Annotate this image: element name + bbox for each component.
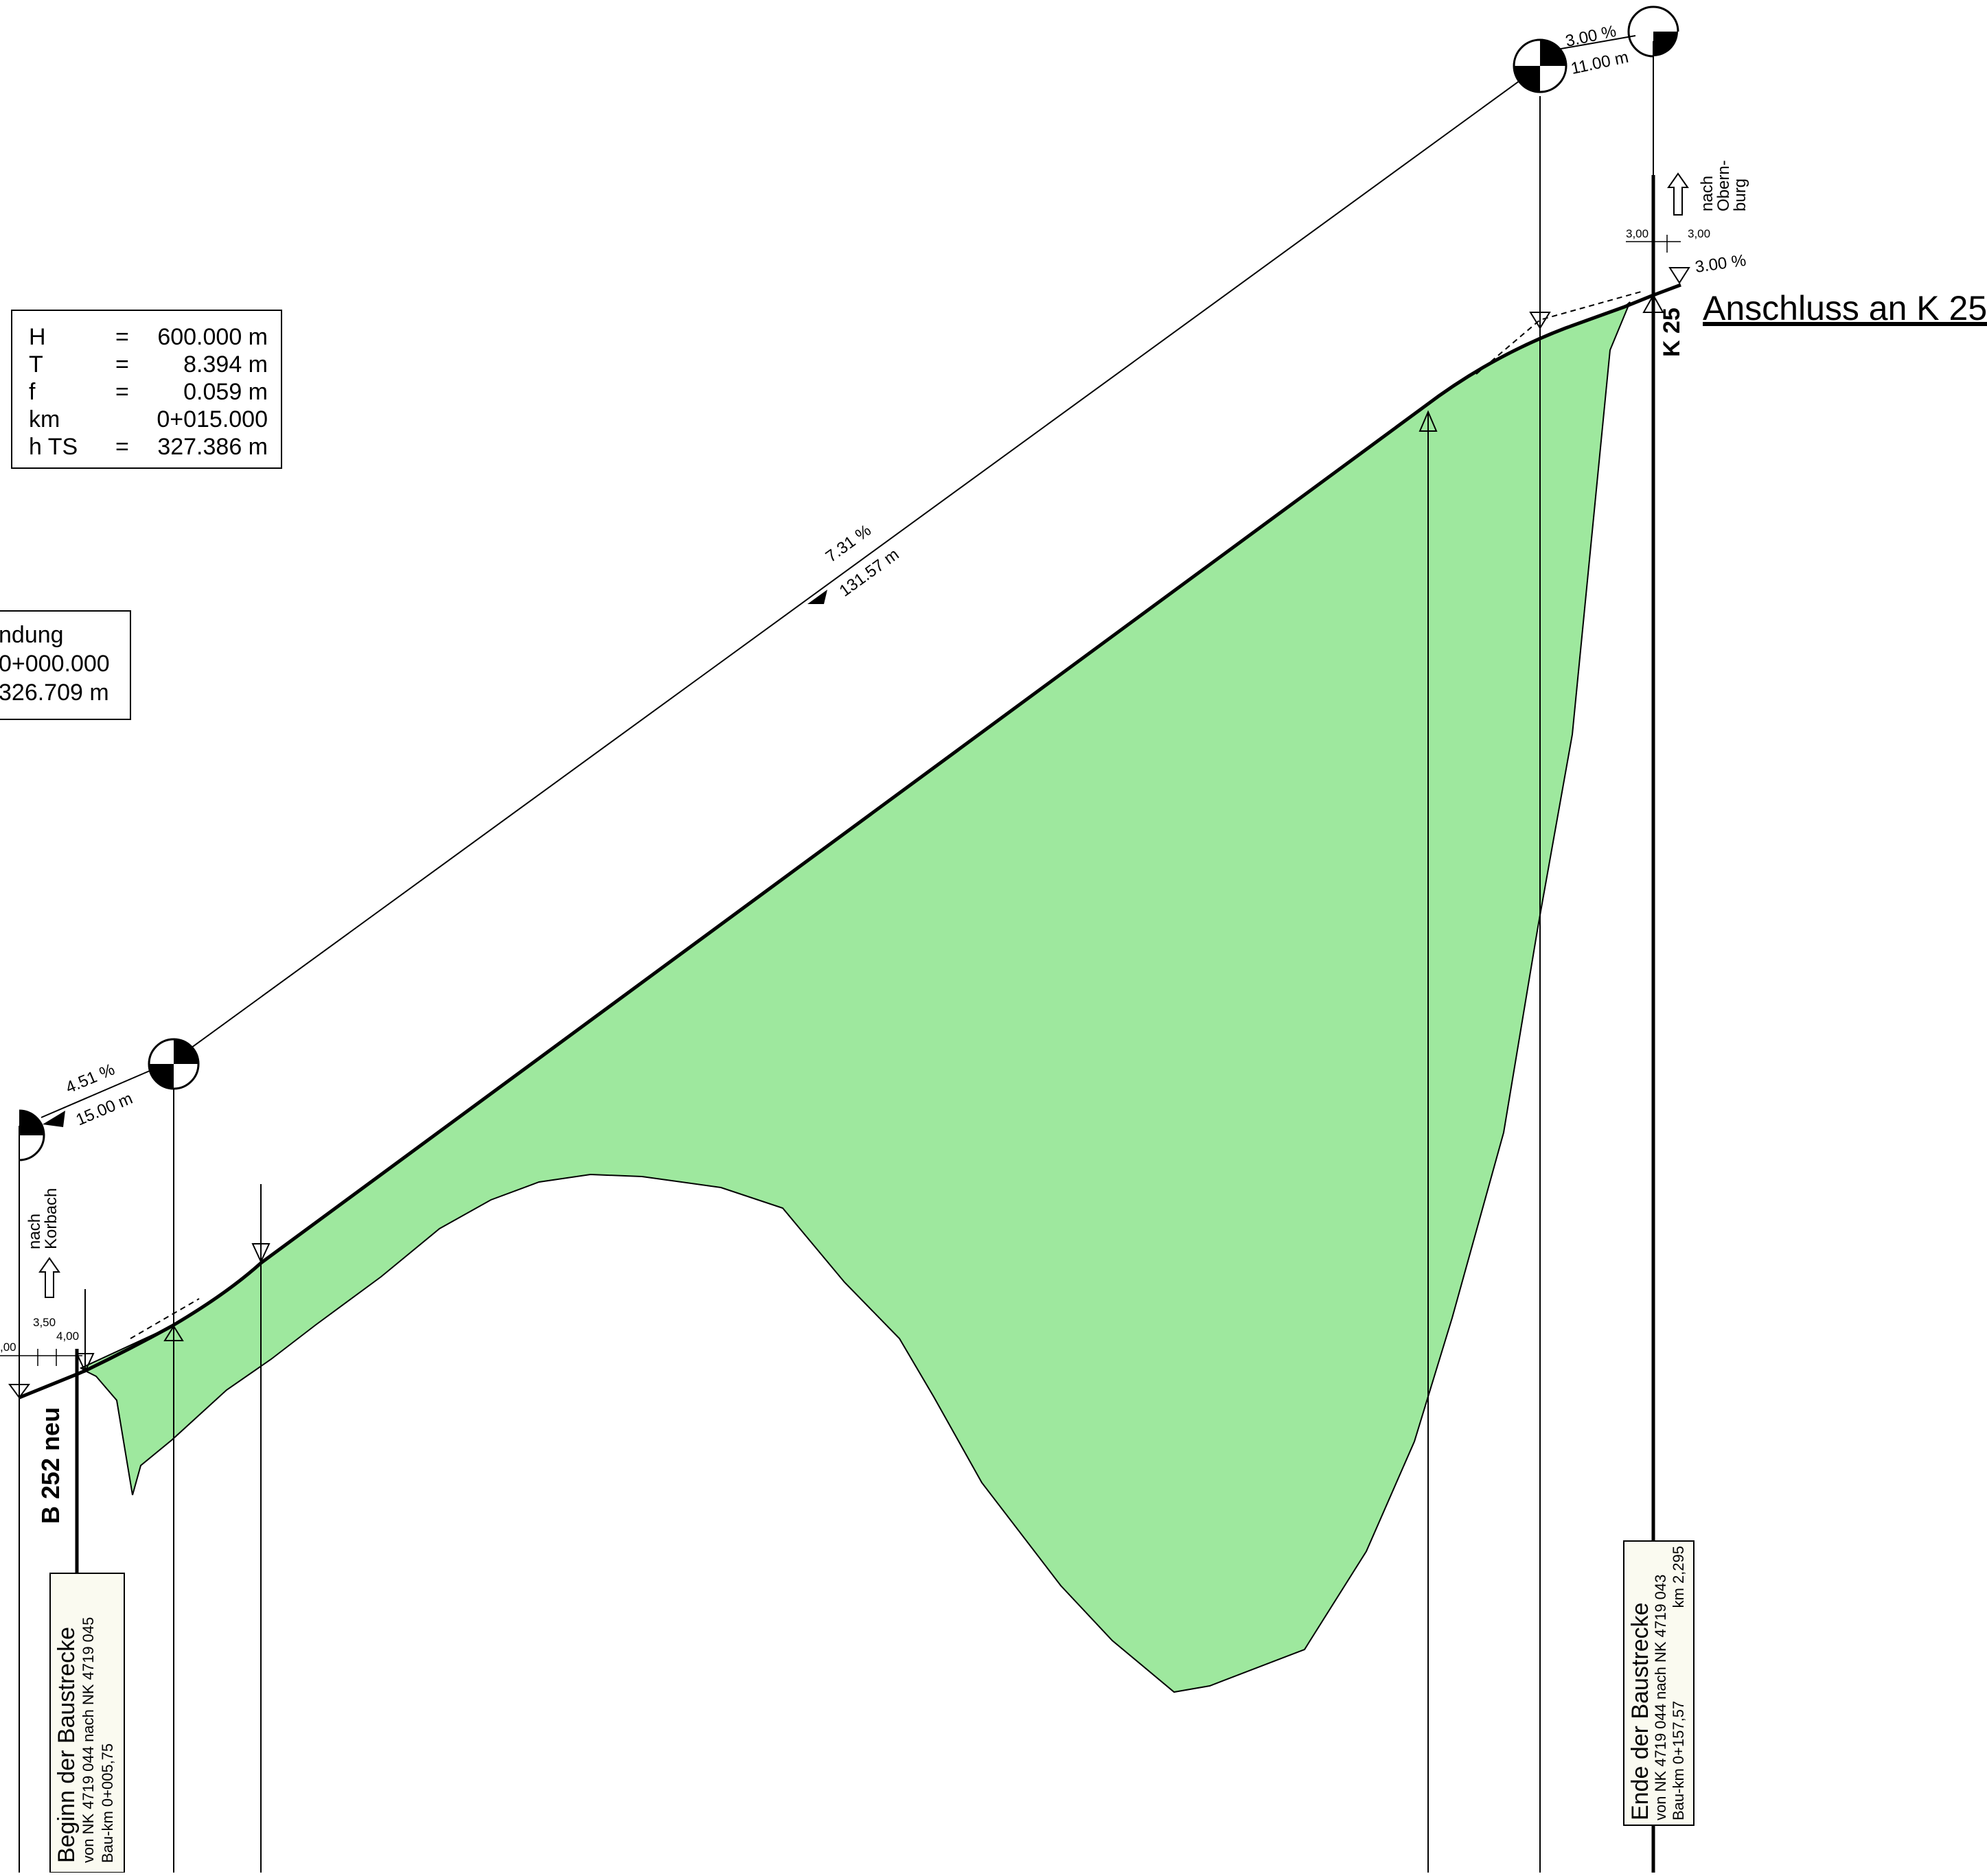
korbach-text-1: nach: [25, 1214, 44, 1249]
tangent-dashed: [130, 1298, 200, 1339]
width-left-a: ,00: [0, 1341, 16, 1354]
road-label-b252: B 252 neu: [36, 1407, 65, 1524]
start-box-title: Beginn der Baustrecke: [54, 1627, 80, 1863]
connection-label: Anschluss an K 25: [1703, 289, 1987, 327]
point-marker: [76, 1353, 95, 1374]
f-value: 0.059 m: [183, 379, 268, 405]
end-box: Ende der Baustrecke von NK 4719 044 nach…: [1623, 1540, 1695, 1826]
direction-arrow-obernburg: nach Obern- burg: [1667, 160, 1749, 216]
point-marker: [8, 1384, 30, 1399]
end-box-line-2: Bau-km 0+157,57: [1670, 1701, 1687, 1820]
tangent-right: [1557, 35, 1636, 50]
t-label: T: [29, 351, 43, 378]
width-dims-left: ,00 3,50 4,00: [0, 1316, 82, 1366]
hts-value: 327.386 m: [157, 434, 268, 460]
slope-left-length: 15.00 m: [73, 1089, 135, 1130]
slope-end-pct: 3.00 %: [1694, 251, 1747, 277]
vertex-symbol-left: [148, 1038, 200, 1090]
tangent-left: [41, 1070, 150, 1118]
t-value: 8.394 m: [183, 351, 268, 378]
road-label-k25: K 25: [1659, 308, 1685, 357]
point-marker: [251, 1243, 271, 1264]
width-left-c: 4,00: [56, 1330, 79, 1343]
end-symbol-left: [19, 1109, 45, 1161]
start-box-line-1: von NK 4719 044 nach NK 4719 045: [80, 1617, 97, 1863]
slope-arrow-main: [807, 590, 827, 604]
start-box: Beginn der Baustrecke von NK 4719 044 na…: [49, 1573, 125, 1873]
start-box-line-2: Bau-km 0+005,75: [99, 1744, 116, 1863]
direction-arrow-korbach: nach Korbach: [25, 1188, 60, 1298]
f-eq: =: [115, 379, 129, 405]
obernburg-text-2: Obern-: [1714, 160, 1733, 211]
end-box-line-1: von NK 4719 044 nach NK 4719 043: [1652, 1575, 1669, 1820]
t-eq: =: [115, 351, 129, 378]
f-label: f: [29, 379, 36, 405]
korbach-text-2: Korbach: [42, 1188, 60, 1249]
point-marker: [163, 1325, 184, 1341]
end-box-line-3: km 2,295: [1670, 1546, 1687, 1608]
km-value: 0+015.000: [157, 406, 268, 432]
cut-area: [79, 301, 1631, 1693]
width-left-b: 3,50: [33, 1316, 56, 1329]
slope-main-pct: 7.31 %: [823, 521, 875, 566]
partial-line-2: 0+000.000: [0, 651, 110, 677]
h-label: H: [29, 324, 46, 350]
grade-line: [19, 283, 1681, 1400]
obernburg-text-3: burg: [1731, 178, 1749, 211]
tangent-main: [173, 65, 1541, 1061]
slope-left-pct: 4.51 %: [63, 1060, 117, 1097]
hts-eq: =: [115, 434, 129, 460]
point-marker: [1668, 267, 1690, 284]
width-right-b: 3,00: [1688, 227, 1710, 240]
partial-info-box: ndung 0+000.000 326.709 m: [0, 610, 131, 720]
obernburg-text-1: nach: [1698, 176, 1716, 211]
width-dims-right: 3,00 3,00: [1626, 227, 1710, 253]
curve-info-box: H = 600.000 m T = 8.394 m f = 0.059 m km…: [11, 310, 282, 469]
end-box-title: Ende der Baustrecke: [1627, 1602, 1653, 1820]
h-eq: =: [115, 324, 129, 350]
vertex-symbol-right: [1513, 38, 1567, 93]
slope-arrow-left: [43, 1111, 65, 1127]
point-marker: [1642, 293, 1664, 313]
width-right-a: 3,00: [1626, 227, 1649, 240]
km-label: km: [29, 406, 60, 432]
end-symbol-right: [1627, 5, 1679, 58]
partial-line-1: ndung: [0, 622, 64, 648]
slope-right-pct: 3.00 %: [1564, 22, 1618, 51]
point-marker: [1529, 312, 1551, 329]
partial-line-3: 326.709 m: [0, 680, 109, 706]
point-marker: [1419, 410, 1438, 432]
hts-label: h TS: [29, 434, 78, 460]
h-value: 600.000 m: [157, 324, 268, 350]
slope-right-length: 11.00 m: [1570, 48, 1631, 78]
